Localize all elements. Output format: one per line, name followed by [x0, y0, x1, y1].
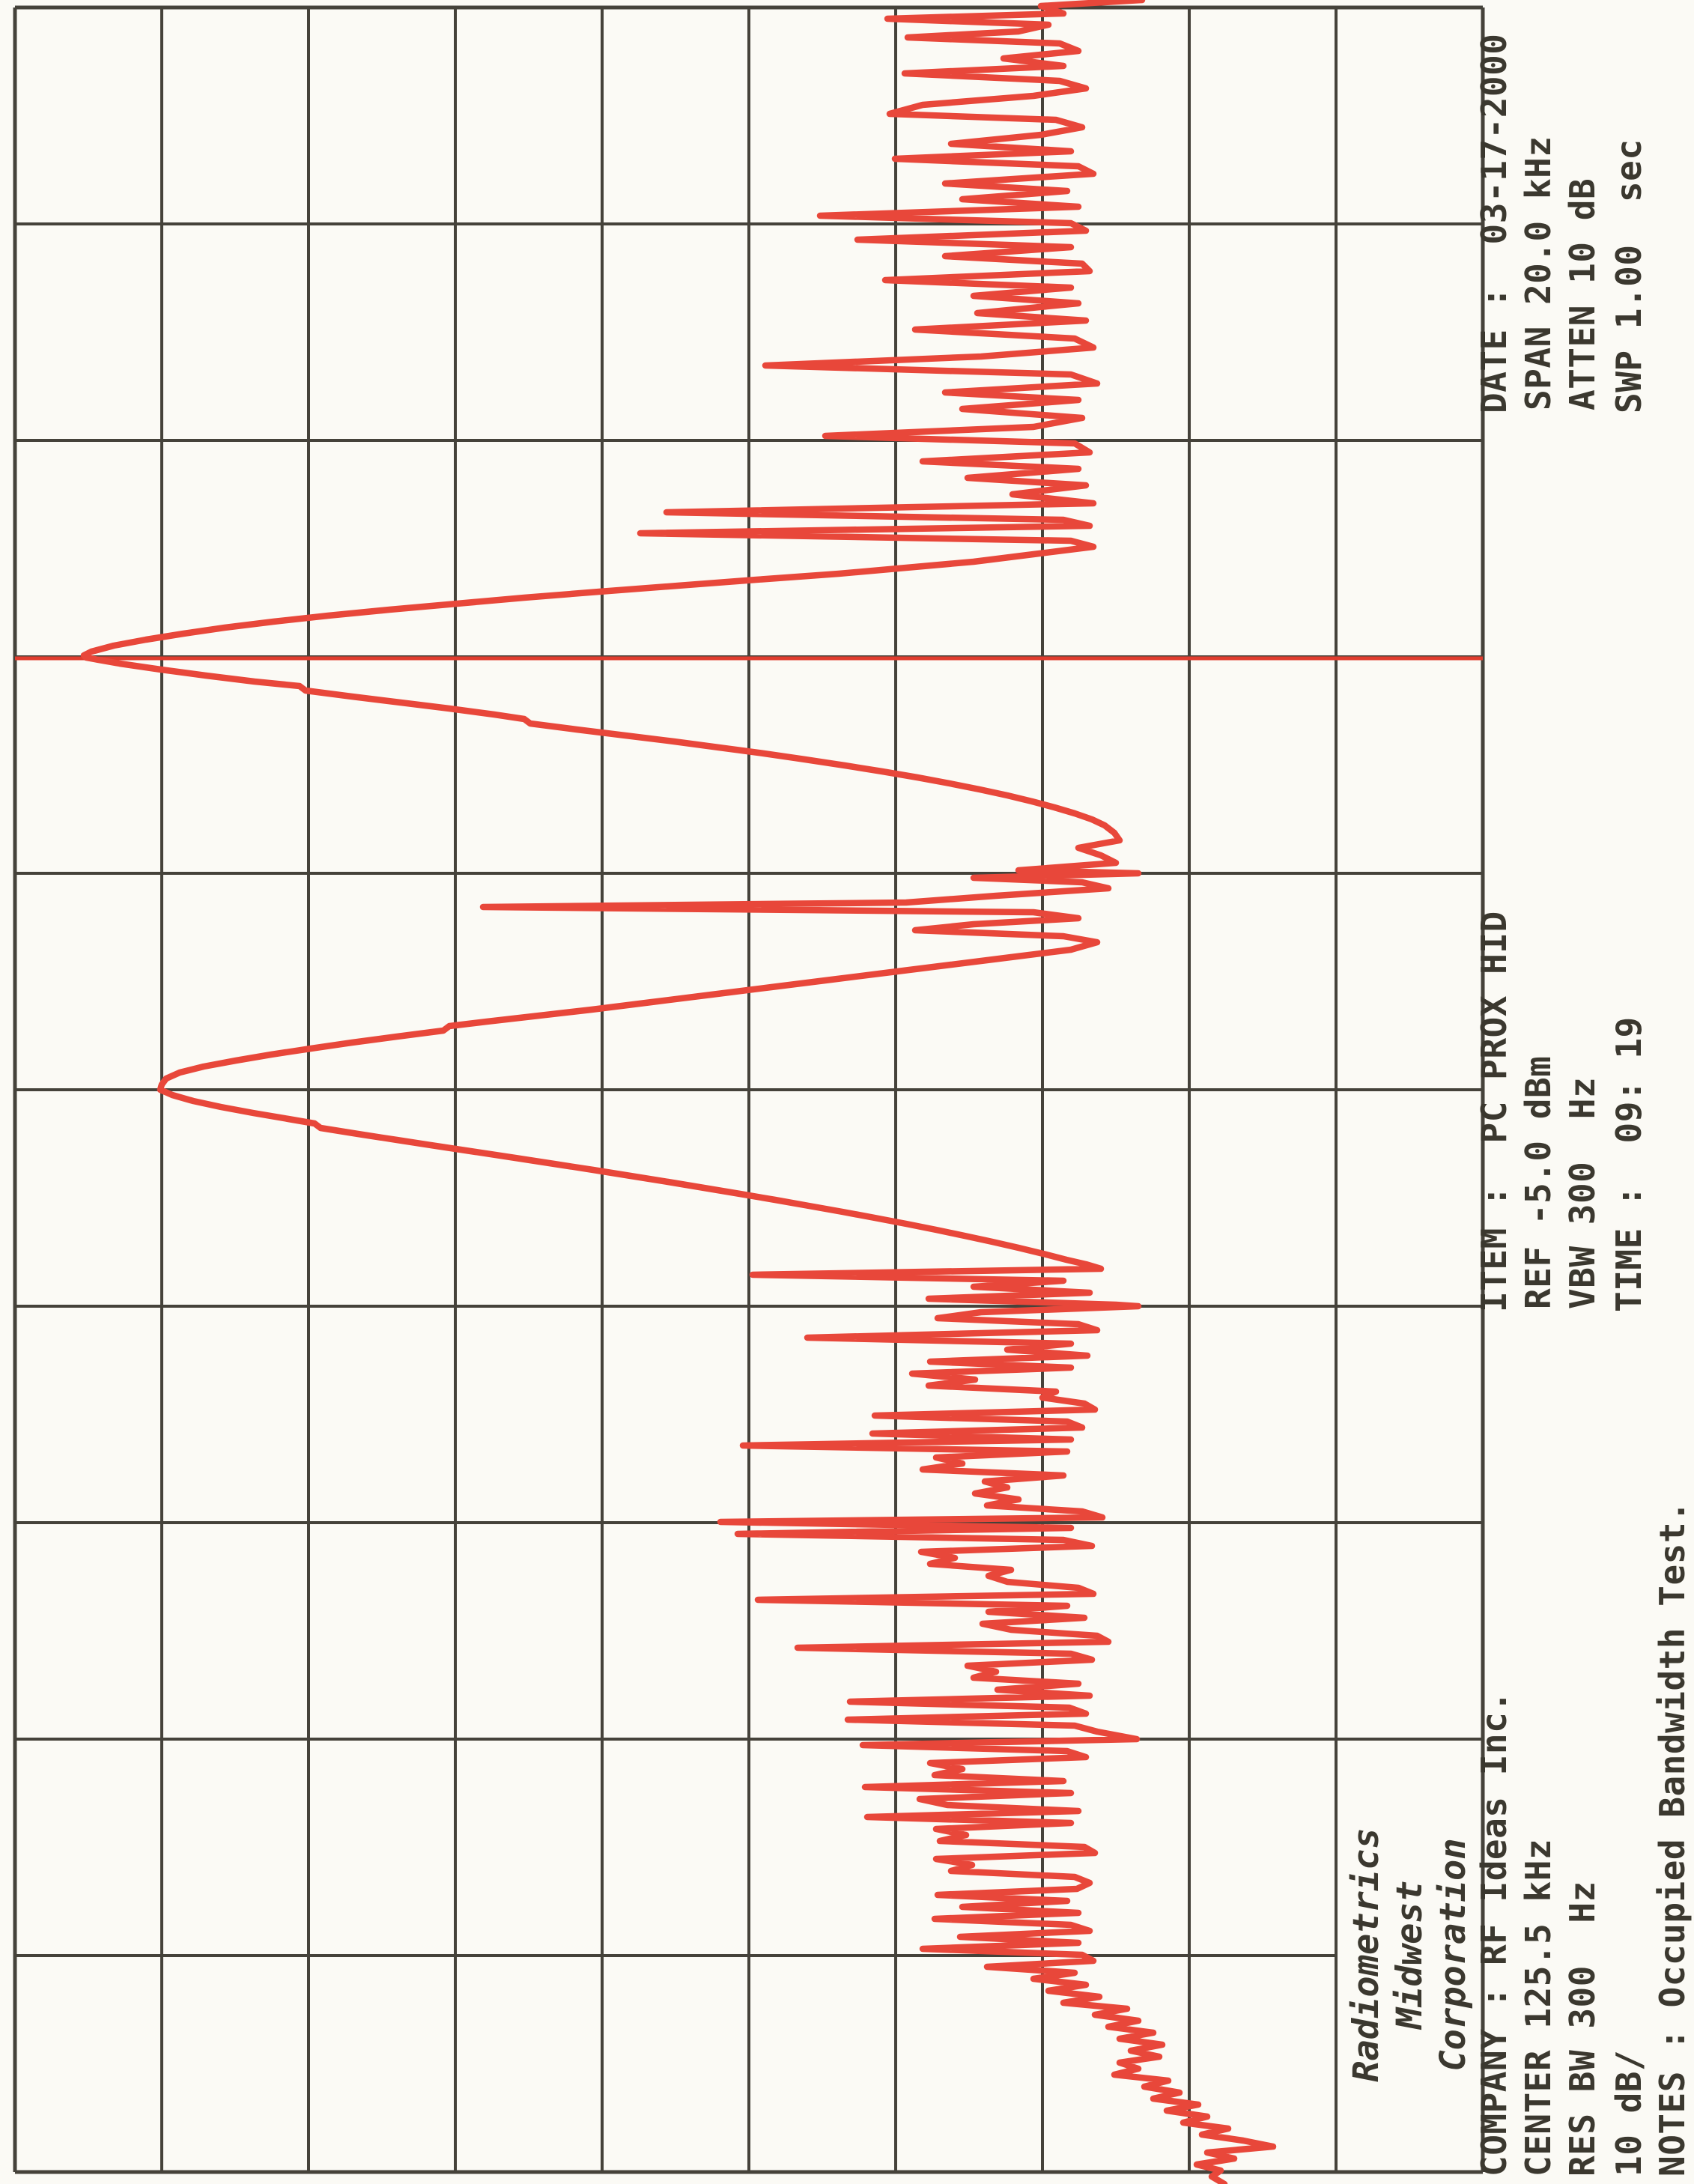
- annotation-item: ITEM : PC PROX HID: [1474, 911, 1514, 1312]
- annotation-sweep: SWP 1.00 sec: [1609, 139, 1649, 413]
- annotation-ref: REF -5.0 dBm: [1518, 1055, 1558, 1309]
- annotation-scale: 10 dB/: [1609, 2049, 1649, 2177]
- spectrum-trace: [80, 0, 1277, 2184]
- annotation-vbw: VBW 300 Hz: [1562, 1076, 1603, 1309]
- annotation-span: SPAN 20.0 kHz: [1518, 136, 1558, 410]
- branding-line-2: Midwest: [1389, 1880, 1430, 2030]
- branding-box: Radiometrics Midwest Corporation: [1338, 1739, 1483, 2171]
- annotation-resbw: RES BW 300 Hz: [1562, 1881, 1603, 2177]
- annotation-time: TIME : 09: 19: [1609, 1016, 1649, 1312]
- annotation-center: CENTER 125.5 kHz: [1518, 1838, 1558, 2177]
- annotation-date: DATE : 03-17-2000: [1474, 33, 1514, 414]
- graticule-grid: [13, 5, 1485, 2174]
- annotation-atten: ATTEN 10 dB: [1562, 178, 1603, 410]
- branding-line-3: Corporation: [1433, 1838, 1474, 2072]
- annotation-notes: NOTES : Occupied Bandwidth Test.: [1652, 1500, 1693, 2177]
- branding-line-1: Radiometrics: [1346, 1827, 1387, 2082]
